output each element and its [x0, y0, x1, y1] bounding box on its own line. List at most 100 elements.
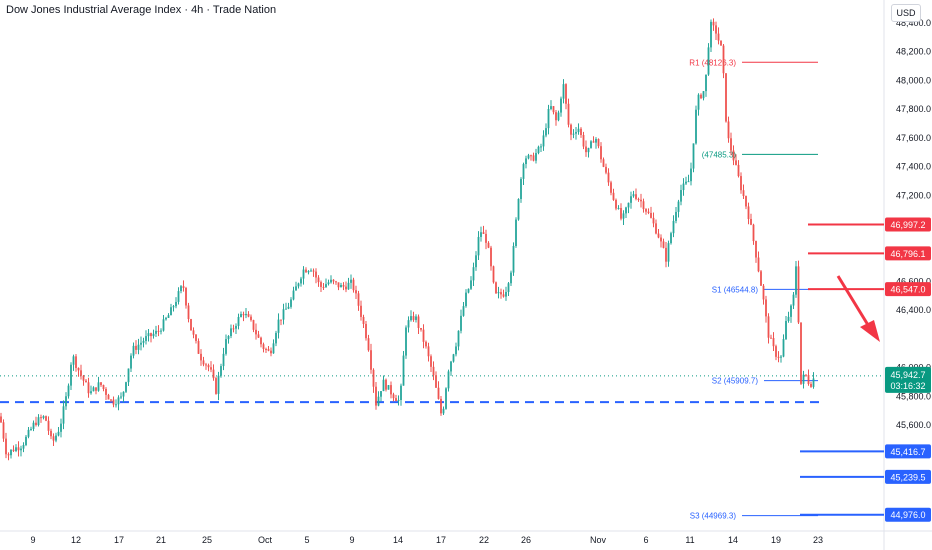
- candle-body: [107, 394, 110, 400]
- candle-body: [355, 290, 357, 294]
- candle-body: [32, 422, 35, 429]
- candle-body: [250, 316, 252, 321]
- candle-body: [437, 387, 440, 399]
- candle-body: [560, 98, 562, 113]
- pivot-label: S3 (44969.3): [690, 512, 737, 521]
- candle-body: [620, 207, 622, 219]
- candle-body: [247, 313, 250, 317]
- candle-body: [460, 315, 462, 331]
- candle-body: [305, 269, 307, 273]
- candle-body: [810, 383, 812, 387]
- candle-body: [750, 218, 752, 225]
- candle-body: [137, 344, 140, 350]
- price-tick-label: 46,400.0: [896, 305, 931, 315]
- candle-body: [185, 287, 187, 306]
- candle-body: [682, 183, 685, 191]
- candle-body: [705, 74, 707, 92]
- candle-body: [787, 316, 790, 321]
- candle-body: [150, 333, 152, 337]
- candle-body: [487, 242, 490, 248]
- candle-body: [405, 327, 407, 356]
- candle-body: [675, 211, 677, 221]
- candle-body: [55, 435, 57, 441]
- candle-body: [220, 366, 222, 376]
- candle-body: [790, 305, 792, 317]
- candle-body: [812, 378, 815, 387]
- price-tag-bg: [885, 246, 931, 261]
- candle-body: [492, 266, 495, 283]
- candle-body: [697, 94, 700, 110]
- candle-body: [12, 449, 15, 451]
- time-tick-label: Nov: [590, 535, 607, 545]
- candle-body: [167, 315, 170, 318]
- candle-body: [95, 387, 97, 391]
- candle-body: [207, 365, 210, 368]
- candle-body: [45, 416, 47, 421]
- price-tag-label: 46,997.2: [890, 220, 925, 230]
- candle-body: [580, 128, 582, 136]
- candle-body: [365, 323, 367, 339]
- candle-body: [37, 417, 40, 425]
- currency-badge[interactable]: USD: [891, 4, 921, 22]
- time-tick-label: Oct: [258, 535, 273, 545]
- candle-body: [527, 155, 530, 159]
- candle-body: [695, 109, 697, 144]
- candle-body: [180, 286, 182, 292]
- candle-body: [320, 282, 322, 287]
- candle-body: [525, 158, 527, 165]
- candle-body: [72, 356, 75, 365]
- candle-body: [420, 327, 422, 330]
- candle-body: [317, 277, 320, 283]
- candle-body: [495, 282, 497, 294]
- candle-body: [210, 367, 212, 370]
- candle-body: [125, 382, 127, 392]
- candle-body: [712, 21, 715, 26]
- candle-body: [195, 334, 197, 341]
- candle-body: [287, 306, 290, 309]
- candle-body: [262, 344, 265, 349]
- time-tick-label: 19: [771, 535, 781, 545]
- price-axis[interactable]: 48,400.0 48,200.0 48,000.0 47,800.0 47,600.0…: [896, 18, 931, 516]
- pivot-label: S1 (46544.8): [712, 285, 759, 294]
- price-tag-bg: [885, 469, 931, 484]
- candle-body: [480, 232, 482, 237]
- candle-body: [775, 346, 777, 357]
- candle-body: [230, 328, 232, 337]
- candle-body: [232, 328, 235, 330]
- candle-body: [457, 330, 460, 347]
- candle-body: [735, 160, 737, 165]
- candle-body: [10, 449, 12, 456]
- candle-body: [397, 399, 400, 402]
- time-tick-label: 26: [521, 535, 531, 545]
- candle-body: [257, 334, 260, 338]
- candle-body: [267, 349, 270, 351]
- candle-body: [430, 356, 432, 367]
- candle-body: [442, 408, 445, 414]
- candle-body: [370, 350, 372, 370]
- candle-body: [602, 159, 605, 167]
- time-axis[interactable]: 9 12 17 21 25 Oct 5 9 14 17 22 26 Nov 6 11 14 19 23: [30, 535, 823, 545]
- candle-body: [752, 224, 755, 242]
- candle-body: [725, 73, 727, 122]
- candle-body: [20, 448, 22, 451]
- bar-countdown-label: 03:16:32: [890, 381, 925, 391]
- candle-body: [35, 422, 37, 425]
- candle-body: [27, 429, 30, 437]
- candle-body: [562, 84, 565, 99]
- candle-body: [475, 255, 477, 268]
- candle-body: [520, 178, 522, 200]
- candle-body: [227, 336, 230, 340]
- candle-body: [477, 236, 480, 256]
- candle-body: [117, 397, 120, 405]
- candle-body: [655, 223, 657, 234]
- candle-body: [567, 103, 570, 125]
- candle-body: [245, 313, 247, 316]
- candle-body: [467, 288, 470, 293]
- candle-body: [110, 399, 112, 401]
- candle-body: [702, 91, 705, 99]
- candle-body: [82, 375, 85, 381]
- price-tag-label: 46,796.1: [890, 249, 925, 259]
- candle-body: [60, 423, 62, 432]
- candle-body: [197, 340, 200, 354]
